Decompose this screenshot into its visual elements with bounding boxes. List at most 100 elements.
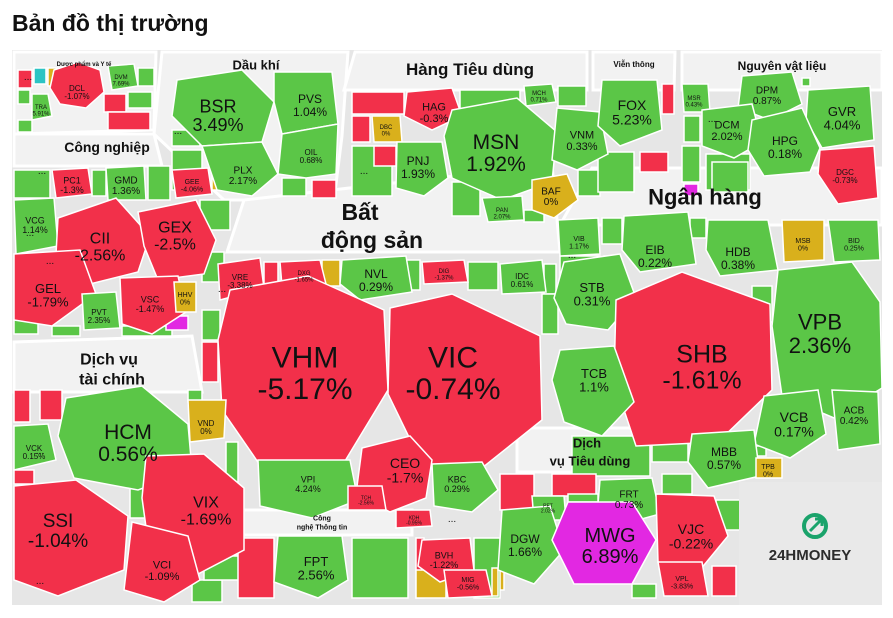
tile-minor[interactable]: [51, 325, 81, 337]
tile-vsc[interactable]: [119, 275, 187, 335]
tile-minor[interactable]: [17, 119, 33, 133]
tile-minor[interactable]: [601, 217, 623, 245]
tile-bid[interactable]: [827, 219, 881, 263]
tile-baf[interactable]: [531, 173, 579, 219]
tile-minor[interactable]: [557, 85, 587, 107]
tile-minor[interactable]: [137, 67, 155, 87]
tile-minor[interactable]: [33, 67, 47, 85]
tile-vpi[interactable]: [257, 459, 359, 519]
tile-gex[interactable]: [137, 199, 217, 281]
tile-minor[interactable]: [107, 111, 151, 131]
tile-minor[interactable]: [571, 435, 651, 477]
tile-kdh[interactable]: [395, 509, 433, 529]
tile-minor[interactable]: [689, 217, 707, 239]
tile-change-gvr: 4.04%: [824, 118, 861, 133]
tile-minor[interactable]: [17, 69, 33, 89]
tile-dcl[interactable]: [49, 61, 105, 109]
tile-minor[interactable]: [17, 89, 31, 105]
tile-dig[interactable]: [421, 259, 469, 285]
tile-tra[interactable]: [31, 93, 53, 121]
tile-gmd[interactable]: [105, 165, 147, 201]
tile-plx[interactable]: [200, 141, 279, 197]
tile-vcb[interactable]: [753, 389, 827, 459]
tile-minor[interactable]: [467, 261, 499, 291]
tile-vic[interactable]: [387, 293, 543, 469]
tile-dgw[interactable]: [497, 505, 565, 585]
tile-minor[interactable]: [491, 567, 499, 597]
tile-vnm[interactable]: [551, 107, 609, 171]
tile-minor[interactable]: [711, 565, 737, 597]
tile-hpg[interactable]: [747, 107, 821, 177]
tile-vci[interactable]: [123, 521, 201, 603]
tile-ssi[interactable]: [13, 479, 129, 597]
tile-kbc[interactable]: [431, 461, 499, 513]
tile-minor[interactable]: [91, 169, 107, 197]
tile-minor[interactable]: [801, 77, 811, 87]
tile-minor[interactable]: [681, 145, 701, 183]
tile-minor[interactable]: [499, 473, 535, 511]
tile-minor[interactable]: [351, 91, 405, 115]
tile-mbb[interactable]: [687, 429, 761, 489]
tile-eib[interactable]: [621, 211, 697, 273]
tile-tch[interactable]: [347, 485, 387, 511]
tile-minor[interactable]: [281, 177, 307, 197]
tile-msn[interactable]: [443, 97, 558, 201]
tile-minor[interactable]: [661, 83, 675, 115]
tile-pvt[interactable]: [81, 291, 121, 331]
tile-minor[interactable]: [551, 473, 597, 497]
tile-minor[interactable]: [13, 169, 51, 199]
tile-minor[interactable]: [351, 115, 371, 143]
tile-minor[interactable]: [201, 341, 219, 383]
tile-minor[interactable]: [577, 169, 601, 197]
tile-dvm[interactable]: [107, 63, 139, 91]
tile-minor[interactable]: [711, 161, 749, 193]
tile-vib[interactable]: [557, 217, 601, 257]
tile-vnd[interactable]: [187, 399, 227, 443]
tile-vck[interactable]: [13, 423, 57, 471]
tile-minor[interactable]: [373, 145, 397, 167]
tile-gel[interactable]: [13, 249, 97, 327]
tile-minor[interactable]: [127, 91, 153, 109]
tile-minor[interactable]: [631, 583, 657, 599]
tile-mch[interactable]: [523, 83, 557, 107]
tile-vpl[interactable]: [657, 561, 709, 597]
tile-vjc[interactable]: [655, 493, 729, 571]
tile-gvr[interactable]: [805, 85, 875, 149]
tile-oil[interactable]: [277, 123, 339, 179]
tile-minor[interactable]: [103, 93, 127, 113]
tile-minor[interactable]: [351, 537, 409, 599]
tile-hdb[interactable]: [705, 219, 779, 277]
tile-minor[interactable]: [13, 469, 35, 485]
tile-minor[interactable]: [147, 165, 171, 201]
tile-minor[interactable]: [201, 309, 221, 341]
tile-pan[interactable]: [481, 195, 525, 223]
tile-msb[interactable]: [781, 219, 825, 263]
tile-pnj[interactable]: [395, 141, 449, 197]
tile-mig[interactable]: [443, 569, 493, 599]
tile-fox[interactable]: [597, 79, 663, 147]
tile-acb[interactable]: [831, 389, 881, 451]
tile-minor[interactable]: [567, 493, 599, 503]
tile-minor[interactable]: [541, 293, 559, 335]
tile-minor[interactable]: [661, 473, 693, 495]
tile-hhv[interactable]: [173, 281, 197, 313]
tile-pc1[interactable]: [51, 167, 93, 199]
tile-mwg[interactable]: [551, 501, 657, 585]
tile-fpt[interactable]: [273, 535, 349, 599]
tile-minor[interactable]: [683, 115, 701, 143]
tile-minor[interactable]: [639, 151, 669, 173]
tile-dgc[interactable]: [817, 145, 879, 205]
tile-minor[interactable]: [39, 389, 63, 421]
tile-tcb[interactable]: [551, 345, 635, 437]
market-treemap[interactable]: Dược phẩm và Y tế Dầu khí Hàng Tiêu dùng Vi…: [12, 50, 882, 605]
tile-minor[interactable]: [597, 151, 635, 193]
tile-nvl[interactable]: [339, 255, 413, 301]
tile-hag[interactable]: [403, 87, 463, 131]
tile-tpb[interactable]: [755, 457, 783, 479]
tile-minor[interactable]: [13, 389, 31, 423]
tile-minor[interactable]: [683, 183, 699, 197]
tile-gee[interactable]: [171, 167, 213, 199]
tile-minor[interactable]: [311, 179, 337, 199]
tile-minor[interactable]: [191, 579, 223, 603]
tile-idc[interactable]: [499, 259, 547, 295]
